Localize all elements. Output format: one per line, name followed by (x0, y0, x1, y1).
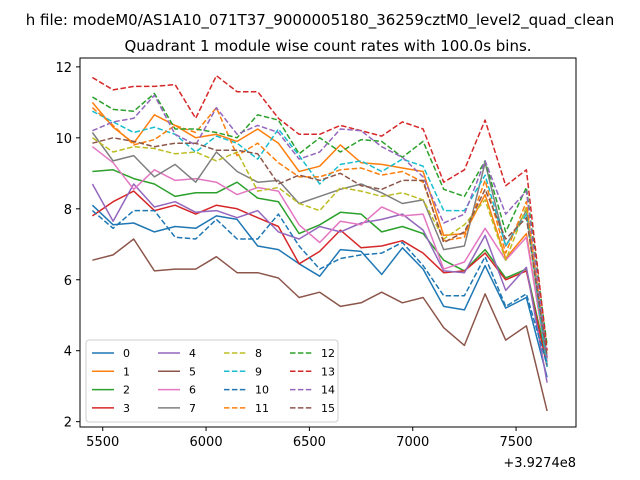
series-line-7 (91, 132, 548, 367)
series-line-2 (92, 169, 548, 362)
x-tick-label: 7000 (396, 435, 429, 450)
legend-label-7: 7 (189, 402, 196, 415)
series-line-9 (92, 110, 548, 367)
chart-title: Quadrant 1 module wise count rates with … (124, 37, 531, 55)
y-tick-label: 10 (55, 132, 72, 147)
legend-label-2: 2 (123, 384, 130, 397)
legend-label-1: 1 (123, 365, 130, 378)
series-line-3 (91, 190, 548, 367)
legend-label-15: 15 (321, 402, 335, 415)
y-tick-label: 4 (64, 345, 72, 360)
legend-label-10: 10 (255, 384, 269, 397)
series-line-6 (91, 146, 548, 362)
y-axis-ticks: 2 4 6 8 10 12 (55, 61, 80, 431)
plot-frame (79, 57, 577, 428)
series-line-11 (91, 106, 548, 358)
chart-suptitle: h file: modeM0/AS1A10_071T37_9000005180_… (26, 11, 615, 30)
x-tick-label: 7500 (500, 435, 533, 450)
series-line-14 (92, 94, 548, 358)
y-tick-label: 8 (64, 203, 72, 218)
series-line-1 (91, 101, 548, 366)
legend-label-5: 5 (189, 365, 196, 378)
legend-label-6: 6 (189, 384, 196, 397)
legend-label-11: 11 (255, 402, 269, 415)
legend-label-4: 4 (189, 347, 196, 360)
series-line-5 (92, 238, 548, 412)
y-tick-label: 2 (64, 416, 72, 431)
legend-label-8: 8 (255, 347, 262, 360)
series-line-15 (92, 137, 548, 357)
x-offset-label: +3.9274e8 (503, 456, 576, 471)
legend-box (85, 339, 339, 423)
series-layer (91, 74, 548, 412)
x-tick-label: 5500 (86, 435, 119, 450)
x-tick-label: 6500 (293, 435, 326, 450)
series-line-8 (91, 137, 548, 358)
legend-label-3: 3 (123, 402, 130, 415)
legend-label-14: 14 (321, 384, 335, 397)
legend-label-13: 13 (321, 365, 335, 378)
x-axis-ticks: 5500 6000 6500 7000 7500 (86, 427, 533, 450)
legend-label-0: 0 (123, 347, 130, 360)
x-tick-label: 6000 (190, 435, 223, 450)
y-tick-label: 12 (55, 61, 72, 76)
y-tick-label: 6 (64, 274, 72, 289)
legend-label-12: 12 (321, 347, 335, 360)
series-line-12 (92, 92, 548, 346)
series-line-4 (91, 183, 548, 383)
series-line-10 (91, 209, 548, 366)
legend-label-9: 9 (255, 365, 262, 378)
series-line-13 (92, 74, 548, 351)
